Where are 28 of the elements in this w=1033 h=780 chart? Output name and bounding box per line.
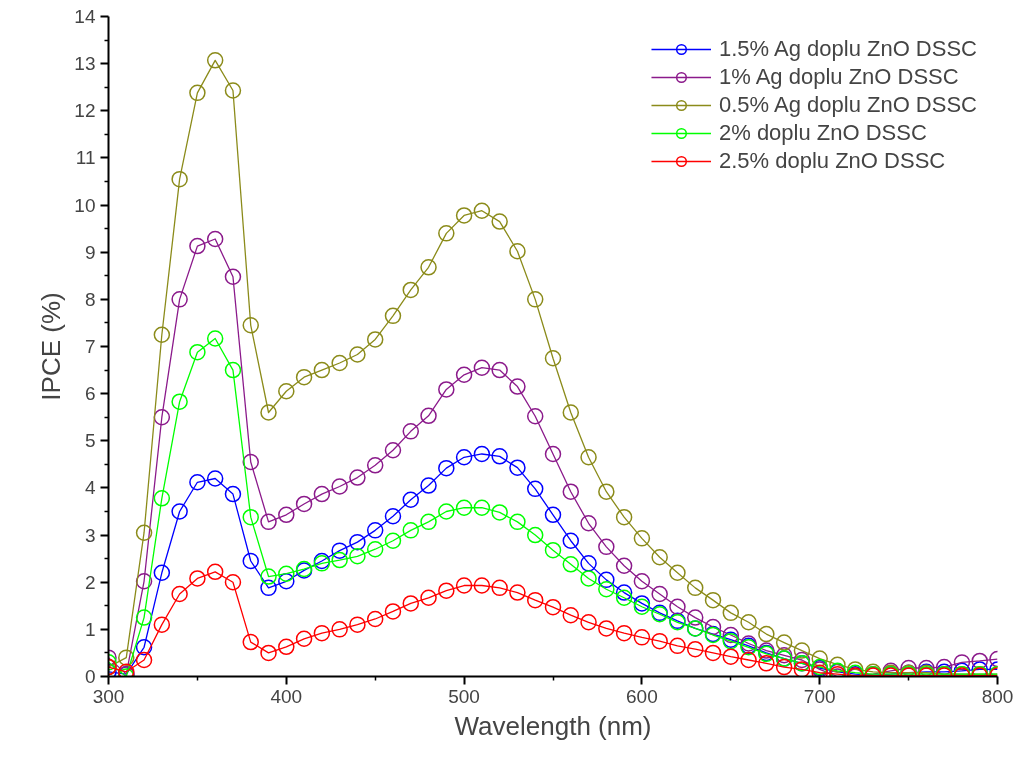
y-tick-label: 0 — [84, 666, 96, 687]
legend-label: 2.5% doplu ZnO DSSC — [718, 148, 946, 174]
y-tick-label: 10 — [74, 194, 96, 216]
y-tick-label: 11 — [75, 147, 96, 169]
legend-label: 0.5% Ag doplu ZnO DSSC — [718, 92, 977, 118]
legend-label: 1% Ag doplu ZnO DSSC — [718, 64, 959, 90]
x-tick-label: 300 — [92, 685, 125, 707]
y-tick-label: 12 — [74, 100, 96, 122]
y-tick-label: 7 — [84, 336, 96, 357]
y-tick-label: 13 — [74, 53, 96, 75]
y-axis-title: IPCE (%) — [36, 292, 67, 401]
y-tick-label: 5 — [84, 430, 96, 452]
legend-label: 1.5% Ag doplu ZnO DSSC — [718, 36, 977, 62]
legend-label: 2% doplu ZnO DSSC — [718, 120, 927, 146]
y-tick-label: 14 — [74, 6, 96, 27]
y-tick-label: 4 — [84, 477, 96, 499]
x-tick-label: 400 — [270, 685, 303, 707]
x-tick-label: 500 — [448, 685, 480, 707]
x-tick-label: 800 — [981, 685, 1014, 707]
x-tick-label: 700 — [803, 685, 836, 707]
y-tick-label: 1 — [84, 618, 96, 640]
x-axis-title: Wavelength (nm) — [454, 710, 652, 741]
y-tick-label: 3 — [84, 524, 96, 546]
y-tick-label: 2 — [84, 571, 96, 593]
y-tick-label: 6 — [84, 383, 96, 405]
y-tick-label: 8 — [84, 288, 96, 310]
x-tick-label: 600 — [626, 685, 658, 707]
y-tick-label: 9 — [84, 241, 96, 263]
